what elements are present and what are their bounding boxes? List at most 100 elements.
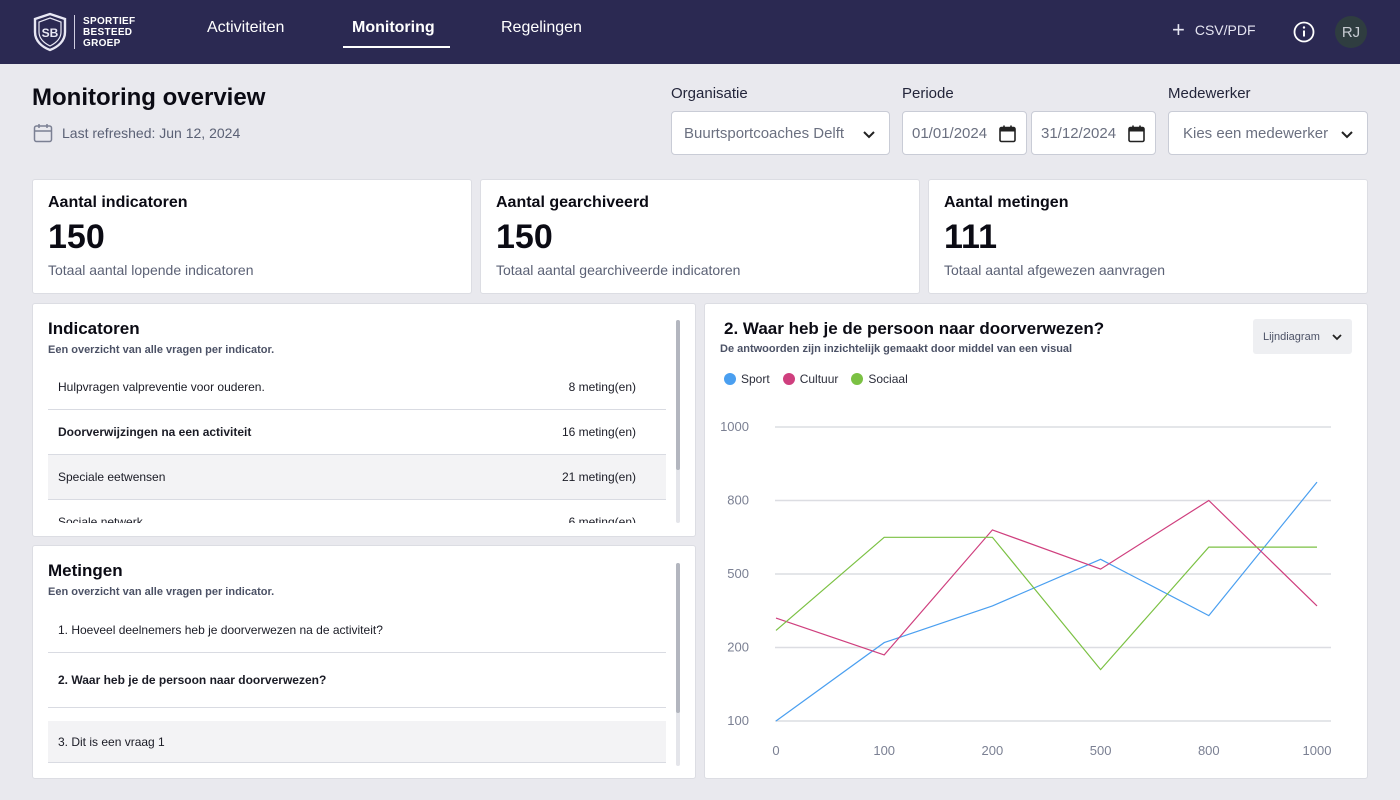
- top-navigation-bar: SB SPORTIEF BESTEED GROEP Activiteiten M…: [0, 0, 1400, 64]
- user-avatar[interactable]: RJ: [1335, 16, 1367, 48]
- calendar-icon: [999, 125, 1016, 143]
- metingen-scrollbar[interactable]: [676, 563, 680, 766]
- line-chart: 100 200 500 800 1000 0 100 200 500 800 1000: [720, 419, 1332, 758]
- indicator-label: Speciale eetwensen: [58, 470, 166, 484]
- y-tick-label: 200: [727, 640, 749, 655]
- last-refreshed-text: Last refreshed: Jun 12, 2024: [62, 125, 241, 141]
- indicator-row[interactable]: Speciale eetwensen 21 meting(en): [48, 455, 666, 500]
- chart-panel: 100 200 500 800 1000 0 100 200 500 800 1000 2. Waa…: [704, 303, 1368, 779]
- legend-label: Sociaal: [868, 372, 908, 386]
- indicator-row[interactable]: Hulpvragen valpreventie voor ouderen. 8 …: [48, 365, 666, 410]
- end-date-value: 31/12/2024: [1041, 124, 1117, 142]
- chevron-down-icon: [863, 131, 875, 139]
- y-tick-label: 100: [727, 713, 749, 728]
- x-tick-label: 1000: [1303, 743, 1332, 758]
- stat-card-indicatoren: Aantal indicatoren 150 Totaal aantal lop…: [32, 179, 472, 294]
- stat-value: 111: [944, 218, 997, 256]
- metingen-list: 1. Hoeveel deelnemers heb je doorverweze…: [48, 608, 666, 763]
- metingen-panel: Metingen Een overzicht van alle vragen p…: [32, 545, 696, 779]
- meting-row-selected[interactable]: 2. Waar heb je de persoon naar doorverwe…: [48, 653, 666, 708]
- stat-card-metingen: Aantal metingen 111 Totaal aantal afgewe…: [928, 179, 1368, 294]
- indicatoren-panel: Indicatoren Een overzicht van alle vrage…: [32, 303, 696, 537]
- stat-title: Aantal gearchiveerd: [496, 194, 649, 211]
- meting-row[interactable]: 1. Hoeveel deelnemers heb je doorverweze…: [48, 608, 666, 653]
- legend-swatch: [782, 373, 795, 385]
- indicator-count: 21 meting(en): [561, 470, 636, 484]
- legend-label: Sport: [741, 372, 770, 386]
- nav-monitoring[interactable]: Monitoring: [352, 19, 435, 36]
- nav-regelingen[interactable]: Regelingen: [501, 19, 582, 36]
- x-tick-label: 100: [873, 743, 895, 758]
- medewerker-label: Medewerker: [1168, 85, 1251, 102]
- periode-end-date[interactable]: 31/12/2024: [1031, 111, 1156, 155]
- nav-active-indicator: [343, 46, 450, 48]
- indicator-label: Doorverwijzingen na een activiteit: [58, 425, 252, 439]
- chart-subtitle: De antwoorden zijn inzichtelijk gemaakt …: [720, 343, 1073, 355]
- indicator-row-selected[interactable]: Doorverwijzingen na een activiteit 16 me…: [48, 410, 666, 455]
- info-icon[interactable]: [1293, 21, 1315, 43]
- chart-legend: Sport Cultuur Sociaal: [724, 372, 921, 386]
- x-tick-label: 0: [772, 743, 779, 758]
- indicatoren-subtitle: Een overzicht van alle vragen per indica…: [48, 344, 275, 356]
- logo-divider: [74, 15, 75, 49]
- x-tick-label: 200: [982, 743, 1004, 758]
- company-logo[interactable]: SB SPORTIEF BESTEED GROEP: [32, 12, 135, 52]
- indicator-count: 6 meting(en): [568, 515, 636, 523]
- legend-item-cultuur[interactable]: Cultuur: [782, 372, 839, 386]
- indicatoren-title: Indicatoren: [48, 319, 140, 338]
- series-line-sociaal: [775, 536, 1317, 671]
- indicatoren-scrollbar[interactable]: [676, 320, 680, 523]
- stat-value: 150: [48, 218, 105, 256]
- meting-label: 3. Dit is een vraag 1: [58, 734, 165, 749]
- periode-start-date[interactable]: 01/01/2024: [902, 111, 1027, 155]
- series-line-cultuur: [775, 499, 1318, 656]
- last-refreshed: Last refreshed: Jun 12, 2024: [33, 123, 240, 143]
- indicator-row[interactable]: Sociale netwerk 6 meting(en): [48, 500, 666, 523]
- indicator-count: 16 meting(en): [561, 425, 636, 439]
- stat-subtitle: Totaal aantal afgewezen aanvragen: [944, 262, 1166, 278]
- stat-card-gearchiveerd: Aantal gearchiveerd 150 Totaal aantal ge…: [480, 179, 920, 294]
- medewerker-select[interactable]: Kies een medewerker: [1168, 111, 1368, 155]
- legend-swatch: [724, 373, 736, 385]
- y-tick-label: 1000: [720, 419, 749, 434]
- medewerker-placeholder: Kies een medewerker: [1183, 124, 1329, 142]
- metingen-title: Metingen: [48, 561, 123, 580]
- y-tick-label: 800: [727, 493, 749, 508]
- indicator-label: Sociale netwerk: [58, 515, 143, 523]
- indicator-label: Hulpvragen valpreventie voor ouderen.: [58, 380, 265, 394]
- organisatie-label: Organisatie: [671, 85, 748, 102]
- stat-value: 150: [496, 218, 553, 256]
- legend-label: Cultuur: [799, 372, 839, 386]
- scrollbar-thumb[interactable]: [676, 320, 680, 470]
- meting-label: 1. Hoeveel deelnemers heb je doorverweze…: [58, 623, 383, 637]
- export-csv-pdf-button[interactable]: + CSV/PDF: [1172, 17, 1256, 42]
- meting-row[interactable]: 3. Dit is een vraag 1: [48, 721, 666, 763]
- periode-label: Periode: [902, 85, 954, 102]
- export-label: CSV/PDF: [1194, 22, 1256, 38]
- legend-item-sport[interactable]: Sport: [724, 372, 770, 386]
- start-date-value: 01/01/2024: [912, 124, 988, 142]
- plus-icon: +: [1172, 17, 1185, 42]
- stat-subtitle: Totaal aantal lopende indicatoren: [48, 262, 254, 278]
- stat-subtitle: Totaal aantal gearchiveerde indicatoren: [496, 262, 741, 278]
- scrollbar-thumb[interactable]: [676, 563, 680, 713]
- legend-item-sociaal[interactable]: Sociaal: [851, 372, 908, 386]
- indicator-count: 8 meting(en): [568, 380, 636, 394]
- chevron-down-icon: [1341, 131, 1353, 139]
- calendar-icon: [1128, 125, 1145, 143]
- organisatie-value: Buurtsportcoaches Delft: [684, 124, 845, 142]
- stat-title: Aantal indicatoren: [48, 194, 188, 211]
- chevron-down-icon: [1332, 334, 1342, 341]
- page-title: Monitoring overview: [32, 84, 266, 111]
- svg-text:SB: SB: [42, 26, 59, 40]
- organisatie-select[interactable]: Buurtsportcoaches Delft: [671, 111, 890, 155]
- chart-title: 2. Waar heb je de persoon naar doorverwe…: [724, 319, 1105, 338]
- calendar-icon: [33, 124, 53, 143]
- series-line-sport: [775, 481, 1318, 722]
- legend-swatch: [851, 373, 864, 385]
- chart-type-select[interactable]: Lijndiagram: [1253, 319, 1352, 354]
- metingen-subtitle: Een overzicht van alle vragen per indica…: [48, 586, 275, 598]
- y-tick-label: 500: [727, 566, 749, 581]
- nav-activiteiten[interactable]: Activiteiten: [207, 19, 285, 36]
- x-tick-label: 800: [1198, 743, 1220, 758]
